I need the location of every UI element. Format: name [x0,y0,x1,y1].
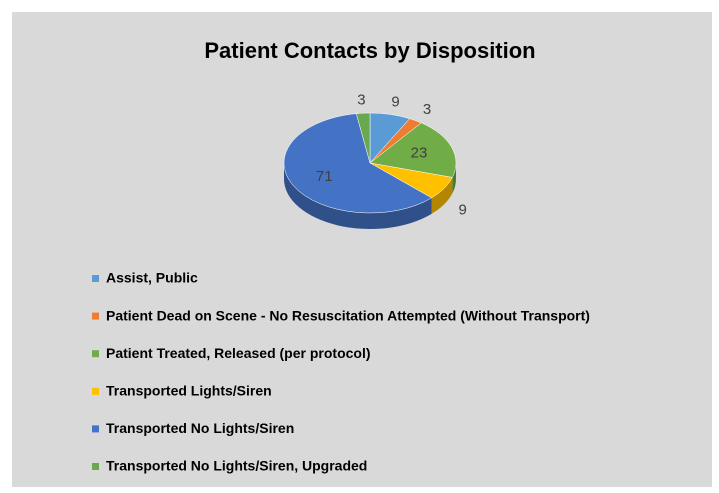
slice-top [283,113,433,214]
legend-swatch [92,425,99,433]
slice-side [431,177,453,214]
legend-label: Assist, Public [106,270,198,286]
pie-slice [369,122,457,194]
chart-background [12,12,712,487]
legend-swatch [92,350,99,358]
legend-label: Patient Dead on Scene - No Resuscitation… [106,307,590,323]
legend-label: Transported Lights/Siren [106,383,272,399]
data-label: 71 [316,168,333,185]
legend-label: Transported No Lights/Siren [106,420,294,436]
legend-swatch [92,387,99,395]
data-label: 3 [357,92,365,109]
pie-slice [283,113,433,229]
slice-top [356,112,371,164]
legend-swatch [92,275,99,282]
data-label: 9 [391,93,399,110]
slice-top [369,122,457,178]
data-label: 3 [423,101,431,118]
chart-title: Patient Contacts by Disposition [204,38,535,63]
legend-swatch [92,463,99,470]
slice-side [284,163,432,229]
pie-slice [356,112,371,164]
data-label: 23 [411,145,428,162]
legend-label: Patient Treated, Released (per protocol) [106,345,371,361]
legend-swatch [92,312,99,320]
legend-label: Transported No Lights/Siren, Upgraded [106,458,367,474]
data-label: 9 [458,202,466,219]
